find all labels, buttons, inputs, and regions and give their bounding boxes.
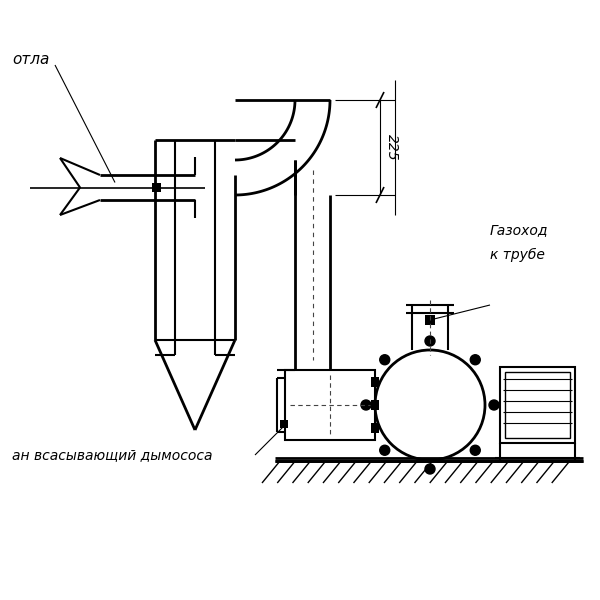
Bar — [425, 315, 435, 325]
Bar — [285, 370, 375, 440]
Bar — [152, 183, 161, 192]
Bar — [505, 372, 570, 438]
Circle shape — [470, 445, 480, 455]
Text: к трубе: к трубе — [490, 248, 545, 262]
Circle shape — [425, 336, 435, 346]
Circle shape — [380, 445, 390, 455]
Bar — [500, 367, 575, 443]
Text: 225: 225 — [385, 134, 399, 161]
Text: ан всасывающий дымососа: ан всасывающий дымососа — [12, 448, 212, 462]
Circle shape — [425, 464, 435, 474]
Circle shape — [361, 400, 371, 410]
Bar — [371, 377, 379, 387]
Bar — [371, 423, 379, 433]
Circle shape — [470, 355, 480, 365]
Circle shape — [380, 355, 390, 365]
Text: отла: отла — [12, 52, 49, 67]
Circle shape — [489, 400, 499, 410]
Text: Газоход: Газоход — [490, 223, 548, 237]
Bar — [371, 400, 379, 410]
Bar — [280, 420, 288, 428]
